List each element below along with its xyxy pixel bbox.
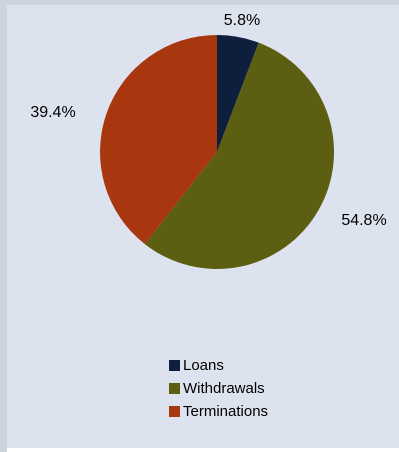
legend-item-loans: Loans: [169, 354, 268, 377]
legend-swatch-loans: [169, 360, 180, 371]
legend-swatch-withdrawals: [169, 383, 180, 394]
slice-label-terminations: 39.4%: [30, 104, 75, 121]
frame-top-edge: [0, 0, 399, 5]
legend-swatch-terminations: [169, 406, 180, 417]
pie-slice-terminations: [100, 34, 217, 244]
slice-label-withdrawals: 54.8%: [341, 212, 386, 229]
slice-label-loans: 5.8%: [224, 12, 260, 29]
legend-label-loans: Loans: [183, 357, 224, 374]
legend-item-terminations: Terminations: [169, 400, 268, 423]
legend-item-withdrawals: Withdrawals: [169, 377, 268, 400]
legend-label-withdrawals: Withdrawals: [183, 380, 265, 397]
pie-slice-loans: [217, 35, 259, 152]
frame-left-edge: [0, 0, 7, 452]
pie-slice-withdrawals: [144, 42, 334, 269]
legend: Loans Withdrawals Terminations: [169, 354, 268, 423]
pie-slices: [100, 34, 334, 269]
legend-label-terminations: Terminations: [183, 403, 269, 420]
